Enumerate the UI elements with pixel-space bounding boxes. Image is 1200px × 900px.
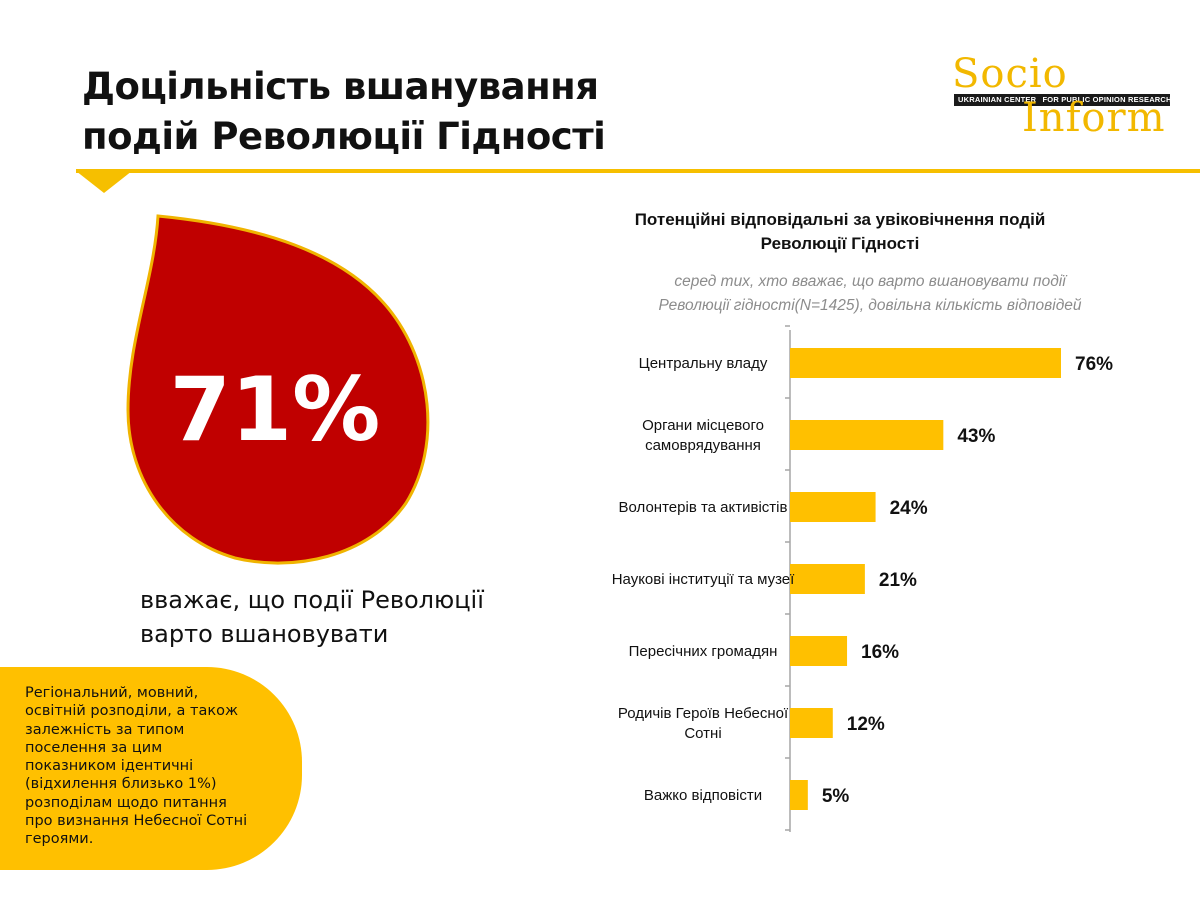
- bar-1: [790, 348, 1061, 378]
- logo-word-socio: Socio: [952, 51, 1068, 97]
- bar-6: [790, 708, 833, 738]
- data-label-3: 24%: [890, 498, 928, 519]
- category-label-6: Сотні: [684, 725, 721, 742]
- chart-title: Потенційні відповідальні за увіковічненн…: [590, 208, 1090, 256]
- note-line: поселення за цим: [25, 739, 163, 756]
- note-line: (відхилення близько 1%): [25, 776, 217, 793]
- caption-line-1: вважає, що події Революції: [140, 586, 484, 614]
- highlight-caption: вважає, що події Революції варто вшанову…: [140, 583, 540, 651]
- title-line-1: Доцільність вшанування: [82, 65, 599, 108]
- socioinform-logo: Socio UKRAINIAN CENTER FOR PUBLIC OPINIO…: [950, 52, 1180, 142]
- highlight-percentage: 71%: [169, 358, 381, 461]
- chart-title-line-1: Потенційні відповідальні за увіковічненн…: [634, 210, 1046, 229]
- data-label-2: 43%: [957, 426, 995, 447]
- category-label-6: Родичів Героїв Небесної: [618, 705, 789, 722]
- note-line: розподілам щодо питання: [25, 794, 227, 811]
- drop-shape: [126, 214, 430, 565]
- chart-title-line-2: Революції Гідності: [760, 234, 920, 253]
- note-text: Регіональний, мовний, освітній розподіли…: [25, 684, 275, 849]
- bar-5: [790, 636, 848, 666]
- data-label-1: 76%: [1075, 354, 1113, 375]
- note-line: показником ідентичні: [25, 758, 194, 775]
- category-label-2: Органи місцевого: [642, 417, 764, 434]
- note-line: залежність за типом: [25, 721, 185, 738]
- chart-subtitle-line-1: серед тих, хто вважає, що варто вшановув…: [674, 273, 1066, 290]
- note-line: Регіональний, мовний,: [25, 685, 199, 701]
- chart-subtitle-line-2: Революції гідності(N=1425), довільна кіл…: [658, 297, 1082, 314]
- data-label-5: 16%: [861, 642, 899, 663]
- note-box: [0, 667, 302, 870]
- drop-shape-path: [126, 214, 430, 565]
- chart-subtitle: серед тих, хто вважає, що варто вшановув…: [590, 270, 1150, 318]
- category-label-5: Пересічних громадян: [629, 643, 778, 660]
- data-label-4: 21%: [879, 570, 917, 591]
- category-label-7: Важко відповісти: [644, 787, 762, 804]
- note-line: героями.: [25, 831, 94, 848]
- bar-3: [790, 492, 876, 522]
- bar-2: [790, 420, 944, 450]
- logo-word-inform: Inform: [1022, 95, 1166, 141]
- title-line-2: подій Революції Гідності: [82, 115, 606, 158]
- category-label-3: Волонтерів та активістів: [619, 499, 788, 516]
- category-label-1: Центральну владу: [639, 355, 768, 372]
- logo-band-right: FOR PUBLIC OPINION RESEARCH: [1042, 95, 1172, 104]
- header-divider-notch: [76, 171, 132, 193]
- note-line: освітній розподіли, а також: [25, 703, 239, 720]
- logo-band: UKRAINIAN CENTER FOR PUBLIC OPINION RESE…: [954, 94, 1172, 106]
- data-label-6: 12%: [847, 714, 885, 735]
- header-divider: [76, 169, 1200, 173]
- bar-7: [790, 780, 808, 810]
- note-line: про визнання Небесної Сотні: [25, 813, 248, 830]
- bar-4: [790, 564, 865, 594]
- caption-line-2: варто вшановувати: [140, 620, 389, 648]
- category-label-4: Наукові інституції та музеї: [612, 571, 795, 588]
- category-label-2: самоврядування: [645, 437, 761, 454]
- page-title: Доцільність вшанування подій Революції Г…: [82, 62, 682, 162]
- data-label-7: 5%: [822, 786, 850, 807]
- logo-band-left: UKRAINIAN CENTER: [958, 95, 1037, 104]
